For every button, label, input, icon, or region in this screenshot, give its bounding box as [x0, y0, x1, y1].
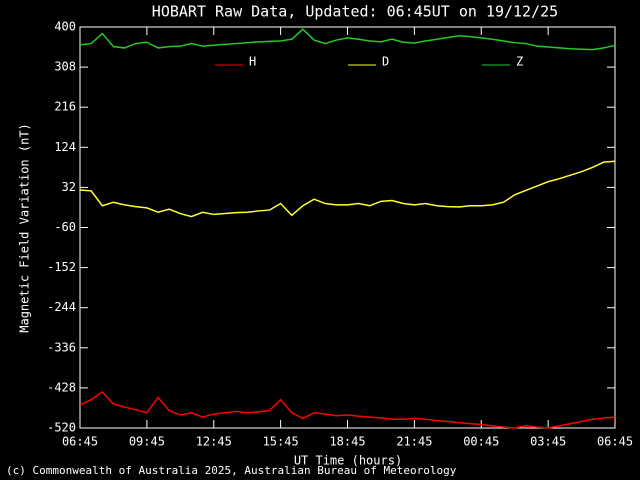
x-tick-label: 09:45: [129, 435, 165, 449]
y-tick-label: 32: [62, 180, 76, 194]
x-tick-label: 18:45: [329, 435, 365, 449]
footer: (c) Commonwealth of Australia 2025, Aust…: [6, 464, 457, 477]
y-axis-label: Magnetic Field Variation (nT): [18, 123, 32, 333]
x-tick-label: 03:45: [530, 435, 566, 449]
x-axis-label: UT Time (hours): [294, 454, 402, 468]
x-tick-label: 21:45: [396, 435, 432, 449]
x-tick-label: 06:45: [62, 435, 98, 449]
y-tick-label: 216: [54, 100, 76, 114]
y-tick-label: 400: [54, 20, 76, 34]
x-tick-label: 12:45: [196, 435, 232, 449]
series-line: [79, 28, 616, 51]
x-tick-label: 15:45: [263, 435, 299, 449]
series-line: [79, 390, 616, 429]
plot-frame: [79, 26, 616, 429]
x-tick-label: 06:45: [597, 435, 633, 449]
chart-title: HOBART Raw Data, Updated: 06:45UT on 19/…: [152, 3, 558, 21]
y-tick-label: -152: [47, 260, 76, 274]
y-tick-label: -520: [47, 421, 76, 435]
legend-label: D: [382, 55, 389, 69]
y-tick-label: -336: [47, 340, 76, 354]
x-tick-label: 00:45: [463, 435, 499, 449]
series-line: [79, 160, 616, 218]
y-tick-label: 308: [54, 60, 76, 74]
y-tick-label: -244: [47, 300, 76, 314]
legend-label: H: [249, 55, 256, 69]
y-tick-label: -428: [47, 380, 76, 394]
y-tick-label: -60: [54, 220, 76, 234]
legend-label: Z: [516, 55, 523, 69]
y-tick-label: 124: [54, 140, 76, 154]
